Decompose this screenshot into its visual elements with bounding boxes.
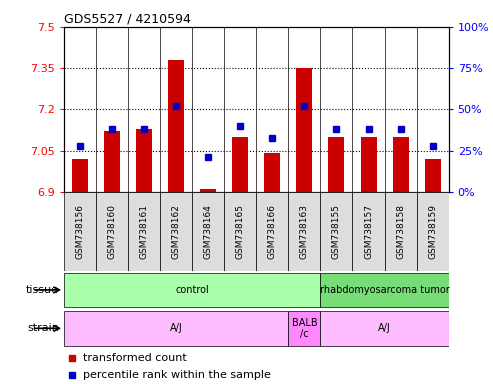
Bar (192, 192, 224, 271)
Bar (385, 192, 417, 271)
Text: tissue: tissue (26, 285, 59, 295)
Text: GSM738157: GSM738157 (364, 204, 373, 259)
Bar (72, 159, 88, 192)
Bar (160, 192, 192, 271)
Bar (104, 131, 120, 192)
Text: rhabdomyosarcoma tumor: rhabdomyosarcoma tumor (319, 285, 450, 295)
Bar (352, 192, 385, 271)
Text: GSM738163: GSM738163 (300, 204, 309, 259)
Bar (360, 137, 377, 192)
Bar (200, 189, 216, 192)
Text: A/J: A/J (378, 323, 391, 333)
Bar (392, 137, 409, 192)
Bar (168, 60, 184, 192)
Bar (328, 137, 345, 192)
Text: GSM738156: GSM738156 (75, 204, 85, 259)
Bar (320, 311, 449, 346)
Text: GSM738164: GSM738164 (204, 204, 213, 259)
Text: control: control (176, 285, 209, 295)
Bar (296, 68, 313, 192)
Bar (264, 154, 281, 192)
Text: GSM738155: GSM738155 (332, 204, 341, 259)
Bar (256, 192, 288, 271)
Bar (64, 311, 288, 346)
Bar (64, 192, 96, 271)
Text: GSM738162: GSM738162 (172, 204, 181, 259)
Text: strain: strain (27, 323, 59, 333)
Text: GSM738165: GSM738165 (236, 204, 245, 259)
Text: BALB
/c: BALB /c (292, 318, 317, 339)
Bar (288, 192, 320, 271)
Text: transformed count: transformed count (83, 353, 187, 363)
Text: GSM738159: GSM738159 (428, 204, 437, 259)
Text: percentile rank within the sample: percentile rank within the sample (83, 370, 271, 381)
Bar (320, 192, 352, 271)
Text: GSM738166: GSM738166 (268, 204, 277, 259)
Bar (96, 192, 128, 271)
Bar (136, 129, 152, 192)
Text: GSM738160: GSM738160 (107, 204, 117, 259)
Bar (128, 192, 160, 271)
Text: GSM738158: GSM738158 (396, 204, 405, 259)
Bar (224, 192, 256, 271)
Bar (64, 273, 320, 307)
Text: A/J: A/J (170, 323, 182, 333)
Bar (417, 192, 449, 271)
Bar (232, 137, 248, 192)
Bar (320, 273, 449, 307)
Bar (288, 311, 320, 346)
Text: GSM738161: GSM738161 (140, 204, 149, 259)
Bar (424, 159, 441, 192)
Text: GDS5527 / 4210594: GDS5527 / 4210594 (64, 13, 191, 26)
